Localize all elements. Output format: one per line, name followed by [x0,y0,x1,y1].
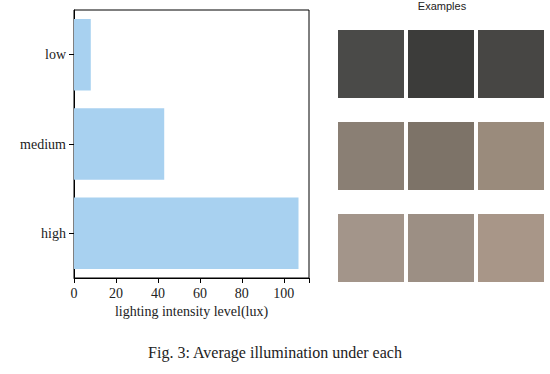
svg-text:100: 100 [273,286,294,301]
svg-text:40: 40 [151,286,165,301]
svg-text:lighting intensity level(lux): lighting intensity level(lux) [115,304,269,320]
html-text:Fig. 3: Average illumination u: Fig. 3: Average illumination under each [148,344,402,361]
svg-text:medium: medium [20,137,66,152]
svg-text:60: 60 [193,286,207,301]
svg-text:low: low [45,47,67,62]
svg-text:80: 80 [235,286,249,301]
svg-text:high: high [41,226,66,241]
svg-text:20: 20 [109,286,123,301]
html-text:Examples: Examples [417,0,467,12]
svg-text:0: 0 [71,286,78,301]
